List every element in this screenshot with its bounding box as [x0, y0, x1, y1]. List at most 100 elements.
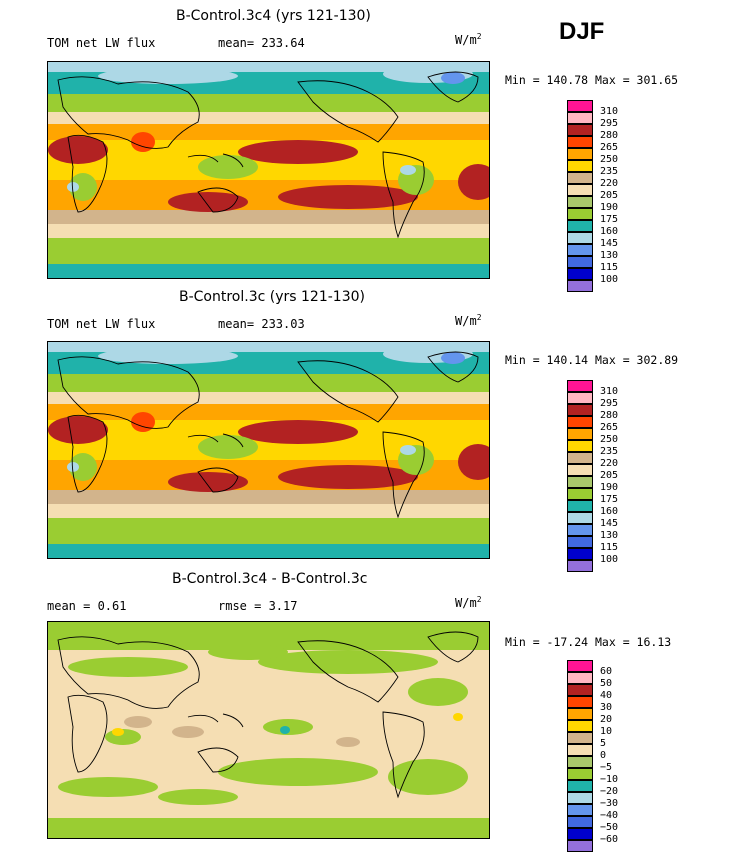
colorbar-swatch	[567, 380, 593, 392]
colorbar-label: 280	[600, 130, 619, 141]
colorbar-swatch	[567, 828, 593, 840]
colorbar-swatch	[567, 428, 593, 440]
colorbar-label: 295	[600, 118, 619, 129]
colorbar-swatch	[567, 464, 593, 476]
colorbar-label: 160	[600, 226, 619, 237]
panel-2-title: B-Control.3c (yrs 121-130)	[179, 289, 365, 305]
colorbar-label: 205	[600, 470, 619, 481]
panel-3-map	[47, 621, 490, 839]
panel-1-mean: mean= 233.64	[218, 36, 305, 50]
panel-3-coastlines	[57, 631, 479, 799]
colorbar-swatch	[567, 220, 593, 232]
band-polar-s	[48, 264, 489, 278]
colorbar-label: −10	[600, 774, 619, 785]
colorbar-label: 0	[600, 750, 607, 761]
colorbar-label: 175	[600, 494, 619, 505]
colorbar-swatch	[567, 148, 593, 160]
panel-2-map	[47, 341, 490, 559]
colorbar-swatch	[567, 256, 593, 268]
colorbar-swatch	[567, 560, 593, 572]
band-subtropic-n	[48, 124, 489, 140]
colorbar-swatch	[567, 488, 593, 500]
colorbar-swatch	[567, 756, 593, 768]
panel-1-map-svg	[48, 62, 489, 278]
panel-1-units-exp: 2	[476, 32, 482, 41]
colorbar-swatch	[567, 100, 593, 112]
season-label: DJF	[559, 18, 605, 45]
panel-3-minmax: Min = -17.24 Max = 16.13	[505, 635, 672, 649]
panel-2-map-svg	[48, 342, 489, 558]
colorbar-label: −40	[600, 810, 619, 821]
colorbar-swatch	[567, 452, 593, 464]
colorbar-label: −5	[600, 762, 613, 773]
colorbar-label: 145	[600, 518, 619, 529]
panel-1-title: B-Control.3c4 (yrs 121-130)	[176, 8, 371, 24]
colorbar-swatch	[567, 524, 593, 536]
panel-1-units-base: W/m	[455, 33, 477, 47]
colorbar-label: 235	[600, 166, 619, 177]
colorbar-label: 30	[600, 702, 613, 713]
colorbar-label: 115	[600, 262, 619, 273]
panel-1-map	[47, 61, 490, 279]
colorbar-swatch	[567, 512, 593, 524]
colorbar-swatch	[567, 172, 593, 184]
colorbar-swatch	[567, 280, 593, 292]
panel-2-units-exp: 2	[476, 313, 482, 322]
colorbar-swatch	[567, 268, 593, 280]
colorbar-swatch	[567, 232, 593, 244]
panel-3-title: B-Control.3c4 - B-Control.3c	[172, 571, 368, 587]
colorbar-label: 190	[600, 482, 619, 493]
colorbar-label: −50	[600, 822, 619, 833]
colorbar-swatch	[567, 792, 593, 804]
panel-2-variable-label: TOM net LW flux	[47, 317, 156, 331]
colorbar-swatch	[567, 196, 593, 208]
colorbar-swatch	[567, 684, 593, 696]
colorbar-label: 40	[600, 690, 613, 701]
colorbar-swatch	[567, 816, 593, 828]
colorbar-swatch	[567, 840, 593, 852]
colorbar-label: 280	[600, 410, 619, 421]
colorbar-label: 235	[600, 446, 619, 457]
colorbar-label: 265	[600, 422, 619, 433]
colorbar-label: 100	[600, 554, 619, 565]
colorbar-label: 5	[600, 738, 607, 749]
colorbar-swatch	[567, 660, 593, 672]
colorbar-label: −30	[600, 798, 619, 809]
colorbar-swatch	[567, 476, 593, 488]
panel-1-units: W/m2	[455, 32, 482, 47]
colorbar-swatch	[567, 732, 593, 744]
band-midlat-s	[48, 238, 489, 248]
colorbar-label: 250	[600, 434, 619, 445]
colorbar-swatch	[567, 548, 593, 560]
colorbar-label: 20	[600, 714, 613, 725]
colorbar-swatch	[567, 708, 593, 720]
colorbar-label: 60	[600, 666, 613, 677]
colorbar-label: −20	[600, 786, 619, 797]
colorbar-label: 10	[600, 726, 613, 737]
colorbar-label: 295	[600, 398, 619, 409]
colorbar-swatch	[567, 672, 593, 684]
colorbar-swatch	[567, 536, 593, 548]
colorbar-label: 100	[600, 274, 619, 285]
band-midlat-n	[48, 94, 489, 112]
panel-3-map-svg	[48, 622, 489, 838]
colorbar-label: 130	[600, 530, 619, 541]
colorbar-swatch	[567, 744, 593, 756]
colorbar-label: 220	[600, 458, 619, 469]
panel-3-units-exp: 2	[476, 595, 482, 604]
panel-1-variable-label: TOM net LW flux	[47, 36, 156, 50]
colorbar-swatch	[567, 392, 593, 404]
panel-2-coastlines	[57, 351, 479, 519]
colorbar-swatch	[567, 780, 593, 792]
colorbar-label: 310	[600, 106, 619, 117]
panel-2-mean: mean= 233.03	[218, 317, 305, 331]
colorbar-label: 190	[600, 202, 619, 213]
colorbar-swatch	[567, 768, 593, 780]
colorbar-label: 220	[600, 178, 619, 189]
colorbar-label: 130	[600, 250, 619, 261]
panel-2-minmax: Min = 140.14 Max = 302.89	[505, 353, 679, 367]
panel-3-rmse: rmse = 3.17	[218, 599, 298, 613]
colorbar-label: −60	[600, 834, 619, 845]
colorbar-swatch	[567, 208, 593, 220]
colorbar-swatch	[567, 136, 593, 148]
